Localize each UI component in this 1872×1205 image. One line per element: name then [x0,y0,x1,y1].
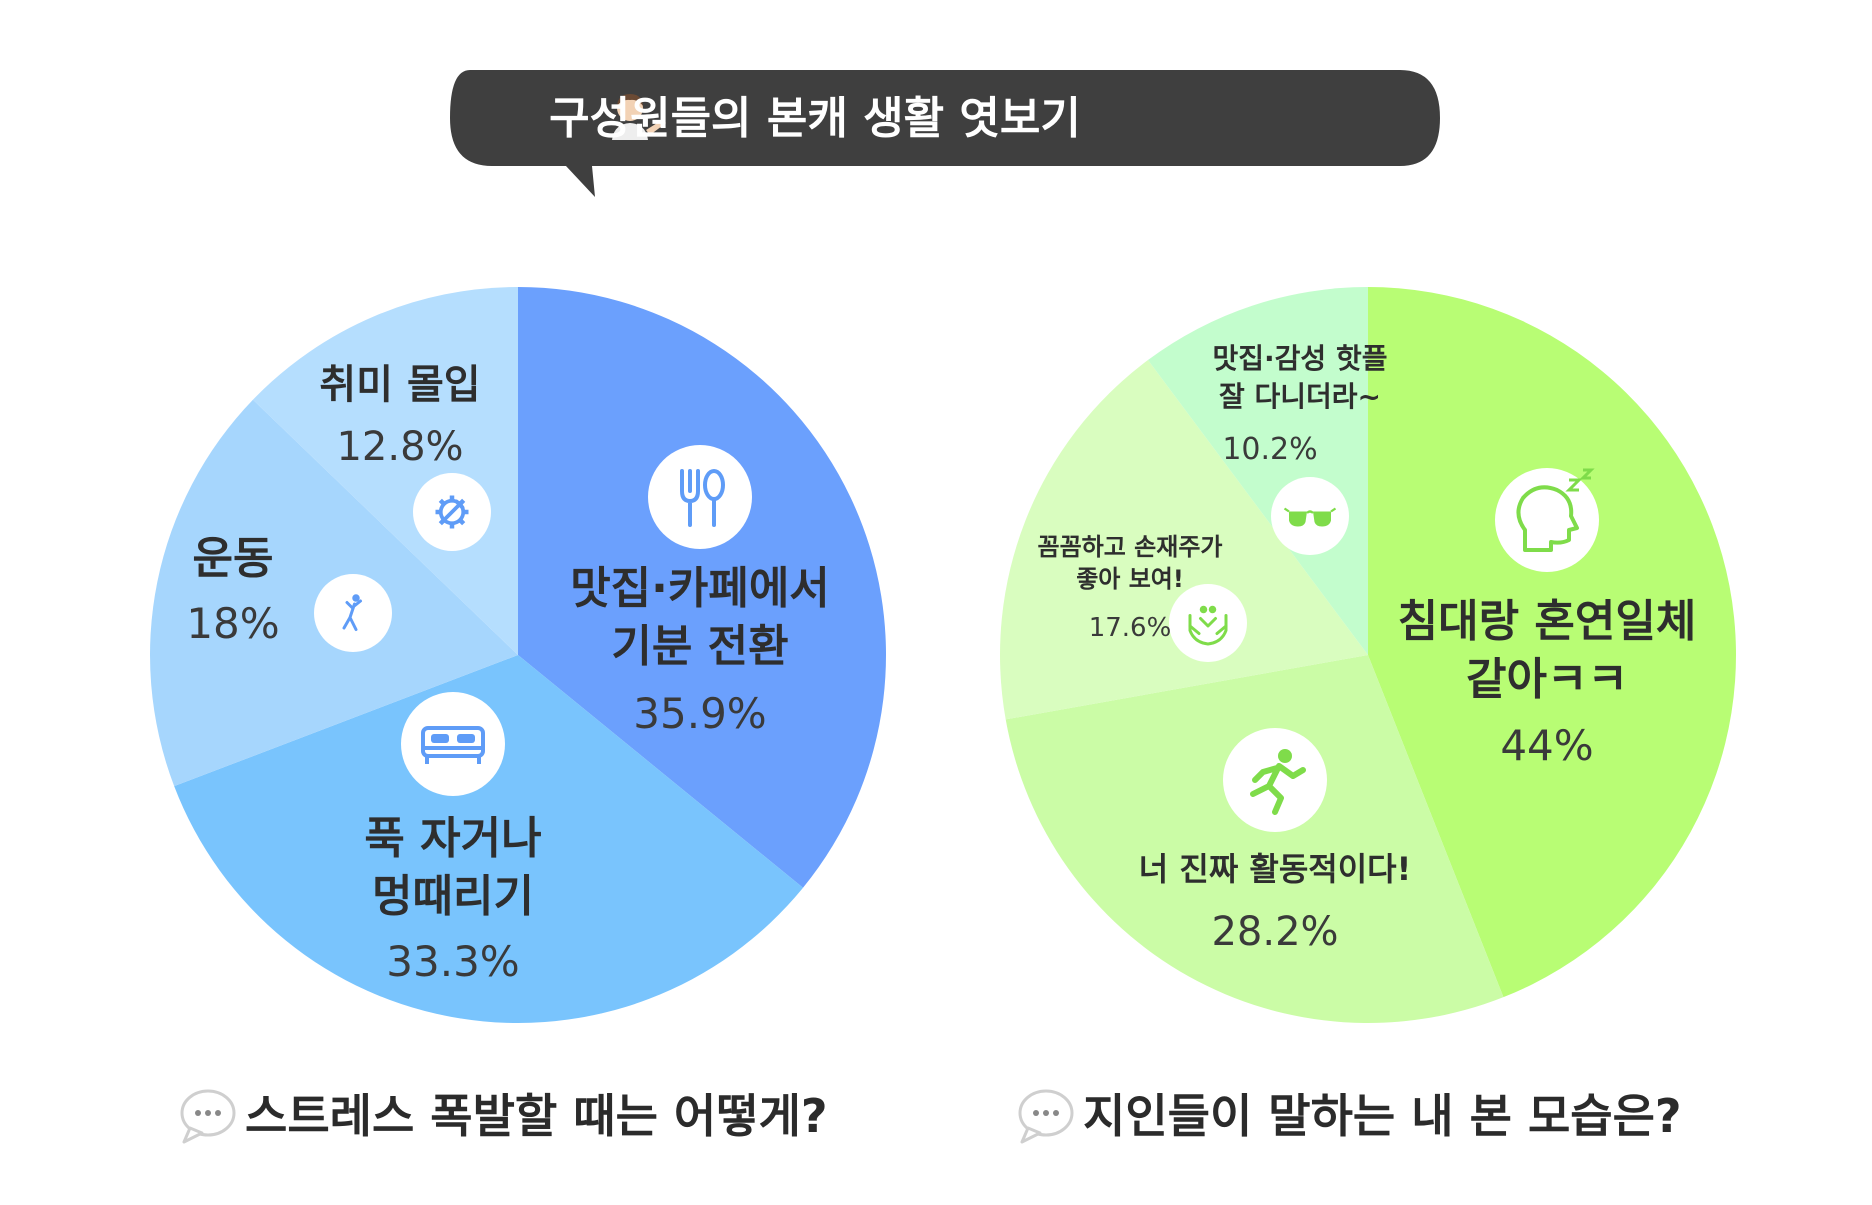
slice-value: 18% [186,599,279,648]
fork-spoon-icon [648,445,752,549]
slice-value: 17.6% [1089,613,1172,643]
slice-value: 28.2% [1211,909,1338,955]
slice-value: 35.9% [633,689,766,738]
slice-value: 44% [1500,721,1593,770]
slice-label: 좋아 보여! [1076,565,1184,593]
slice-label: 푹 자거나 [364,813,541,864]
slice-label: 잘 다니더라~ [1219,380,1381,413]
slice-label: 침대랑 혼연일체 [1398,596,1697,647]
pie-slice-4 [252,287,519,655]
caption-left-text: 스트레스 폭발할 때는 어떻게? [245,1089,828,1143]
banner-title: 구성원들의 본캐 생활 엿보기 [549,93,1081,144]
slice-value: 12.8% [336,424,463,470]
speech-bubble-icon [1018,1089,1074,1144]
slice-value: 33.3% [386,937,519,986]
slice-label: 맛집·감성 핫플 [1213,342,1388,375]
slice-value: 10.2% [1222,432,1317,467]
sleeping-head-icon [1495,468,1599,572]
slice-label: 운동 [193,533,274,584]
caption-left: 스트레스 폭발할 때는 어떻게? [180,1089,828,1144]
slice-label: 맛집·카페에서 [570,563,830,614]
running-person-icon [1223,728,1327,832]
slice-label: 멍때리기 [372,871,534,922]
caption-right-text: 지인들이 말하는 내 본 모습은? [1083,1089,1682,1143]
slice-label: 취미 몰입 [319,362,480,408]
caption-right: 지인들이 말하는 내 본 모습은? [1018,1089,1682,1144]
pie-slice-2 [174,655,804,1024]
title-banner: 구성원들의 본캐 생활 엿보기 [450,70,1440,197]
pie-slice-4 [1147,287,1368,655]
bed-icon [401,692,505,796]
sunglasses-icon [1271,477,1349,555]
pie-slice-1 [518,287,887,888]
slice-label: 꼼꼼하고 손재주가 [1038,533,1223,561]
slice-label: 기분 전환 [611,621,788,672]
slice-label: 같아ㅋㅋ [1466,654,1628,705]
person-tipping-hand-icon [612,94,666,140]
gear-wrench-icon [413,473,491,551]
pie-slice-3 [999,360,1368,720]
helping-hands-icon [1169,584,1247,662]
pie-slice-1 [1368,287,1737,998]
speech-bubble-icon [180,1089,236,1144]
slice-label: 너 진짜 활동적이다! [1139,850,1411,888]
exercise-person-icon [314,574,392,652]
pie-slice-2 [1005,655,1504,1023]
